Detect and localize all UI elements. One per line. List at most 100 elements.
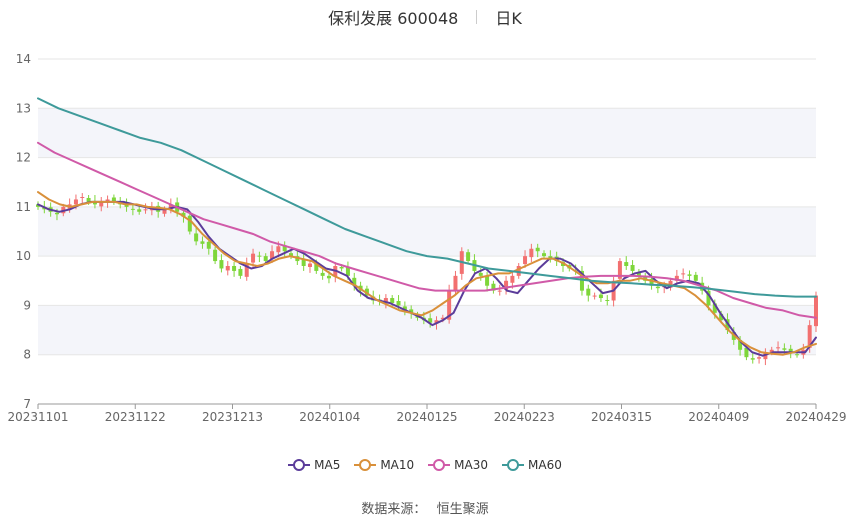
candle-body (542, 253, 547, 257)
y-tick-label: 9 (23, 298, 31, 312)
candle-body (491, 283, 496, 291)
candle-body (636, 272, 641, 276)
candle-body (130, 208, 135, 210)
candle-body (219, 260, 224, 269)
candle-body (447, 290, 452, 320)
period-label: 日K (495, 9, 522, 28)
legend-item-ma5[interactable]: MA5 (288, 458, 340, 472)
candle-body (244, 263, 249, 277)
candle-body (782, 348, 787, 350)
candle-body (510, 275, 515, 283)
y-tick-label: 13 (16, 101, 31, 115)
candle-body (605, 300, 610, 302)
candle-body (187, 215, 192, 232)
x-tick-label: 20240223 (494, 410, 555, 424)
candle-body (396, 300, 401, 306)
candle-body (383, 298, 388, 303)
candle-body (232, 266, 237, 271)
series-line-ma30 (37, 141, 817, 319)
candle-body (535, 247, 540, 252)
candle-body (579, 270, 584, 291)
candle-body (586, 288, 591, 296)
candle-body (200, 241, 205, 244)
y-tick-label: 12 (16, 151, 31, 165)
candle-body (301, 259, 306, 266)
legend-item-ma30[interactable]: MA30 (428, 458, 488, 472)
ma5-marker-icon (288, 459, 311, 471)
candle-body (390, 298, 395, 303)
candle-body (674, 275, 679, 281)
candle-body (497, 290, 502, 292)
candle-body (719, 313, 724, 321)
y-tick-label: 14 (16, 52, 31, 66)
candle-body (36, 204, 40, 207)
legend: MA5 MA10 MA30 MA60 (0, 458, 850, 472)
candle-body (504, 280, 509, 290)
candle-body (194, 233, 199, 242)
candle-body (478, 272, 483, 276)
candle-body (282, 245, 287, 252)
candle-body (516, 266, 521, 276)
chart-title: 保利发展 600048 日K (0, 6, 850, 28)
candle-body (523, 256, 528, 265)
candle-body (314, 262, 319, 271)
candle-body (681, 273, 686, 275)
y-tick-label: 10 (16, 249, 31, 263)
candle-body (320, 272, 325, 276)
candle-body (738, 339, 743, 350)
stock-title: 保利发展 600048 (328, 9, 459, 28)
candle-body (624, 262, 629, 266)
candle-body (750, 358, 755, 360)
candle-body (409, 309, 414, 313)
candle-body (54, 212, 59, 215)
candle-body (213, 249, 218, 262)
legend-label-ma30: MA30 (454, 458, 489, 472)
ma30-marker-icon (428, 459, 451, 471)
candle-body (326, 275, 331, 279)
candle-body (289, 253, 294, 257)
candle-body (162, 209, 167, 214)
candle-body (428, 318, 433, 323)
ma60-marker-icon (502, 459, 525, 471)
legend-item-ma60[interactable]: MA60 (502, 458, 562, 472)
candle-body (617, 261, 622, 279)
candle-body (263, 256, 268, 262)
legend-label-ma60: MA60 (528, 458, 562, 472)
ma10-marker-icon (354, 459, 377, 471)
candle-body (257, 255, 262, 257)
candle-body (440, 317, 445, 320)
candle-body (434, 320, 439, 324)
candle-body (251, 253, 256, 263)
source-value: 恒生聚源 (436, 502, 489, 517)
title-divider (476, 10, 478, 24)
candle-body (238, 268, 243, 276)
candle-body (276, 246, 281, 253)
y-tick-label: 7 (23, 397, 31, 411)
candle-body (548, 256, 553, 259)
candle-body (137, 209, 142, 212)
grid-band (38, 206, 816, 257)
candle-body (402, 306, 407, 311)
data-source: 数据来源： 恒生聚源 (0, 498, 850, 517)
x-tick-label: 20240315 (591, 410, 652, 424)
legend-label-ma5: MA5 (314, 458, 341, 472)
x-tick-label: 20240429 (785, 410, 846, 424)
candle-body (345, 267, 350, 276)
candle-body (352, 277, 357, 286)
legend-item-ma10[interactable]: MA10 (354, 458, 414, 472)
candlestick-chart: 7 8 9 10 11 12 13 14 20231101 20231122 20231213 202… (7, 52, 846, 424)
candle-body (592, 295, 597, 297)
candle-body (86, 197, 91, 202)
candle-body (649, 278, 654, 286)
candle-body (485, 275, 490, 286)
candle-body (814, 295, 818, 327)
candle-body (655, 286, 660, 289)
candle-body (168, 204, 173, 210)
candle-body (181, 212, 186, 217)
series-line-ma10 (37, 191, 817, 356)
candle-body (105, 199, 110, 202)
candle-body (687, 274, 692, 276)
candle-body (529, 248, 534, 258)
candle-body (693, 274, 698, 281)
candle-body (776, 347, 781, 349)
